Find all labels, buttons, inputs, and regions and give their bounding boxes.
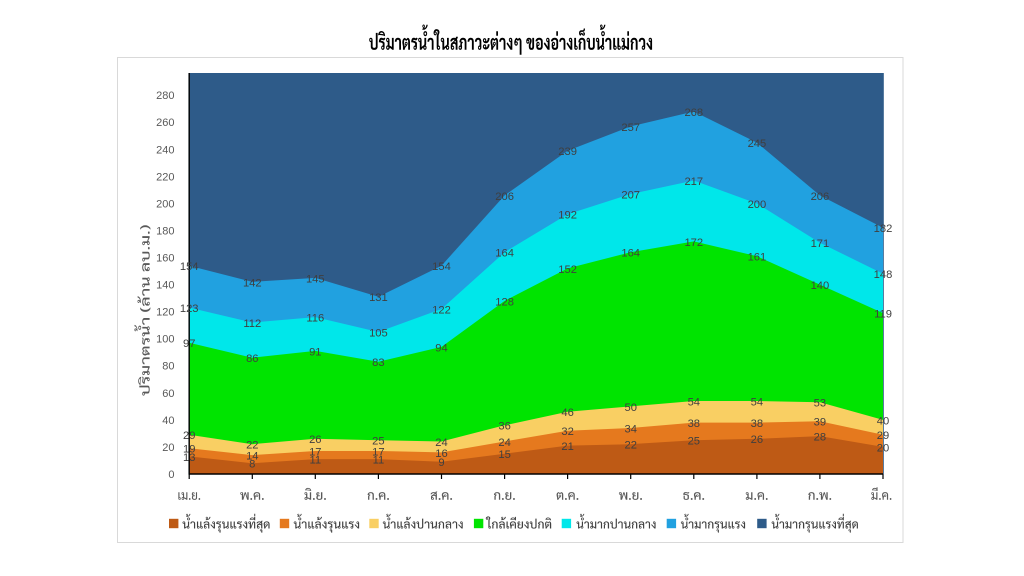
- svg-text:17: 17: [372, 446, 384, 458]
- svg-text:24: 24: [498, 437, 510, 449]
- svg-text:128: 128: [495, 296, 514, 308]
- svg-text:257: 257: [621, 122, 640, 134]
- svg-text:116: 116: [306, 313, 324, 325]
- svg-text:53: 53: [814, 398, 826, 410]
- svg-text:105: 105: [369, 327, 388, 339]
- svg-text:14: 14: [246, 451, 258, 463]
- svg-text:122: 122: [432, 304, 451, 316]
- svg-text:38: 38: [751, 418, 763, 430]
- svg-text:171: 171: [811, 238, 830, 250]
- svg-text:100: 100: [156, 334, 174, 346]
- svg-text:131: 131: [369, 292, 388, 304]
- svg-text:54: 54: [688, 396, 700, 408]
- svg-text:91: 91: [309, 346, 321, 358]
- svg-text:97: 97: [183, 338, 195, 350]
- svg-text:26: 26: [751, 434, 763, 446]
- svg-text:11: 11: [309, 455, 321, 467]
- svg-text:29: 29: [877, 430, 889, 442]
- svg-text:245: 245: [748, 138, 767, 150]
- svg-text:239: 239: [558, 146, 577, 158]
- svg-text:22: 22: [246, 440, 258, 452]
- svg-text:60: 60: [162, 388, 174, 400]
- svg-text:112: 112: [243, 318, 261, 330]
- svg-text:123: 123: [180, 303, 199, 315]
- svg-text:145: 145: [306, 273, 325, 285]
- svg-text:120: 120: [156, 307, 174, 319]
- svg-text:154: 154: [432, 261, 451, 273]
- svg-text:83: 83: [372, 357, 384, 369]
- svg-text:32: 32: [561, 426, 573, 438]
- svg-text:119: 119: [874, 309, 892, 321]
- svg-text:180: 180: [156, 225, 174, 237]
- svg-text:28: 28: [814, 432, 826, 444]
- svg-text:40: 40: [877, 415, 889, 427]
- svg-text:13: 13: [183, 452, 195, 464]
- svg-text:36: 36: [498, 421, 510, 433]
- svg-text:94: 94: [435, 342, 447, 354]
- svg-text:86: 86: [246, 353, 258, 365]
- svg-text:0: 0: [168, 469, 174, 481]
- svg-text:40: 40: [162, 415, 174, 427]
- svg-text:80: 80: [162, 361, 174, 373]
- svg-text:21: 21: [561, 441, 573, 453]
- svg-text:142: 142: [243, 277, 262, 289]
- svg-text:16: 16: [435, 448, 447, 460]
- svg-text:172: 172: [684, 237, 703, 249]
- svg-text:39: 39: [814, 417, 826, 429]
- svg-text:26: 26: [309, 434, 321, 446]
- svg-text:220: 220: [156, 171, 174, 183]
- svg-text:200: 200: [156, 198, 174, 210]
- svg-text:192: 192: [558, 210, 577, 222]
- svg-text:240: 240: [156, 144, 174, 156]
- svg-text:182: 182: [874, 223, 893, 235]
- svg-text:206: 206: [495, 191, 514, 203]
- svg-text:50: 50: [624, 402, 636, 414]
- svg-text:160: 160: [156, 253, 174, 265]
- svg-text:29: 29: [183, 430, 195, 442]
- svg-text:20: 20: [162, 442, 174, 454]
- svg-text:217: 217: [684, 176, 703, 188]
- svg-text:164: 164: [495, 248, 514, 260]
- svg-text:161: 161: [748, 252, 767, 264]
- svg-text:164: 164: [621, 248, 640, 260]
- svg-text:148: 148: [874, 269, 893, 281]
- svg-text:8: 8: [249, 459, 255, 471]
- svg-text:154: 154: [180, 261, 199, 273]
- svg-text:46: 46: [561, 407, 573, 419]
- svg-text:34: 34: [624, 423, 636, 435]
- svg-text:206: 206: [811, 191, 830, 203]
- svg-text:200: 200: [748, 199, 767, 211]
- svg-text:9: 9: [438, 457, 444, 469]
- svg-text:22: 22: [624, 440, 636, 452]
- svg-text:260: 260: [156, 117, 174, 129]
- svg-text:25: 25: [372, 436, 384, 448]
- svg-text:140: 140: [811, 280, 830, 292]
- svg-text:17: 17: [309, 446, 321, 458]
- svg-text:24: 24: [435, 437, 447, 449]
- svg-text:11: 11: [373, 455, 385, 467]
- svg-text:19: 19: [183, 444, 195, 456]
- svg-text:268: 268: [684, 107, 703, 119]
- svg-text:20: 20: [877, 442, 889, 454]
- svg-text:280: 280: [156, 90, 174, 102]
- svg-text:15: 15: [498, 449, 510, 461]
- svg-text:207: 207: [621, 189, 640, 201]
- svg-text:140: 140: [156, 280, 174, 292]
- svg-text:25: 25: [688, 436, 700, 448]
- svg-text:54: 54: [751, 396, 763, 408]
- svg-text:152: 152: [558, 264, 577, 276]
- svg-text:38: 38: [688, 418, 700, 430]
